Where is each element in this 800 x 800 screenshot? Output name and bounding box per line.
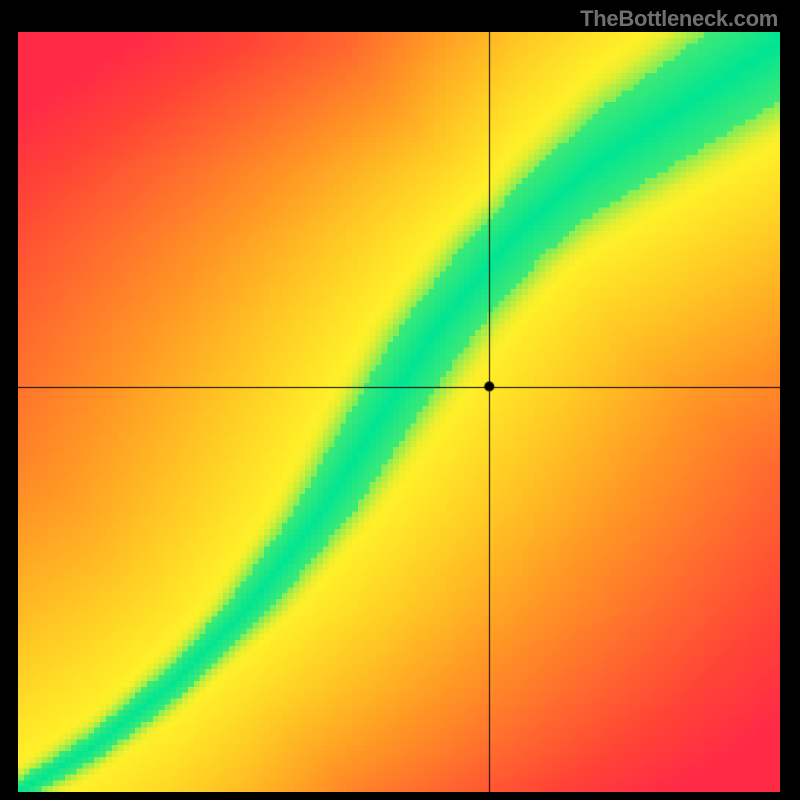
watermark-text: TheBottleneck.com — [580, 6, 778, 32]
chart-container: { "watermark": { "text": "TheBottleneck.… — [0, 0, 800, 800]
crosshair-overlay — [18, 32, 780, 792]
